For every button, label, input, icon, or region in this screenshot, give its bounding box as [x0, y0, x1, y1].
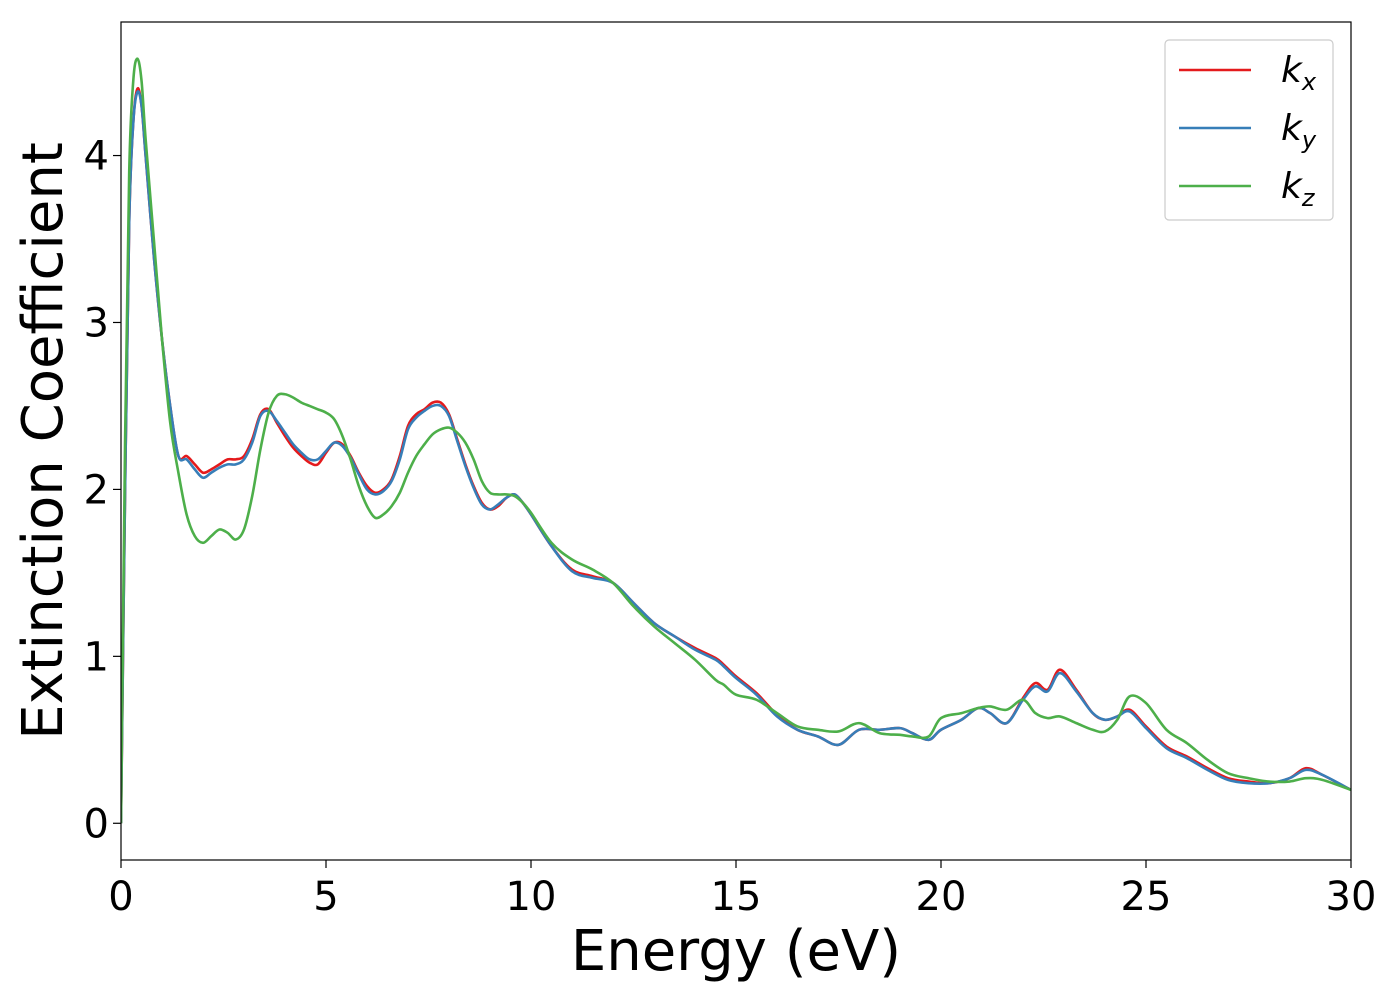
y-tick-label: 0 [84, 801, 109, 847]
x-tick-label: 15 [711, 874, 762, 920]
y-tick-label: 2 [84, 467, 109, 513]
legend-label-z: kz [1281, 166, 1316, 212]
series-line-y [121, 90, 1351, 824]
legend-label-x: kx [1281, 50, 1317, 96]
legend-box [1164, 39, 1334, 221]
legend: kx ky kz [1164, 39, 1334, 221]
legend-label-y: ky [1281, 108, 1317, 154]
x-tick-label: 20 [916, 874, 967, 920]
plot-lines [121, 57, 1351, 824]
y-axis: 0 1 2 3 4 [84, 134, 121, 847]
series-line-z [121, 57, 1351, 824]
x-tick-label: 10 [506, 874, 557, 920]
y-tick-label: 1 [84, 634, 109, 680]
y-axis-title: Extinction Coefficient [11, 142, 76, 740]
x-tick-label: 0 [108, 874, 133, 920]
y-tick-label: 3 [84, 300, 109, 346]
x-axis-title: Energy (eV) [571, 919, 901, 984]
x-tick-label: 5 [313, 874, 338, 920]
x-tick-label: 25 [1121, 874, 1172, 920]
x-tick-label: 30 [1326, 874, 1377, 920]
x-axis: 0 5 10 15 20 25 30 [108, 860, 1376, 920]
y-tick-label: 4 [84, 134, 109, 180]
